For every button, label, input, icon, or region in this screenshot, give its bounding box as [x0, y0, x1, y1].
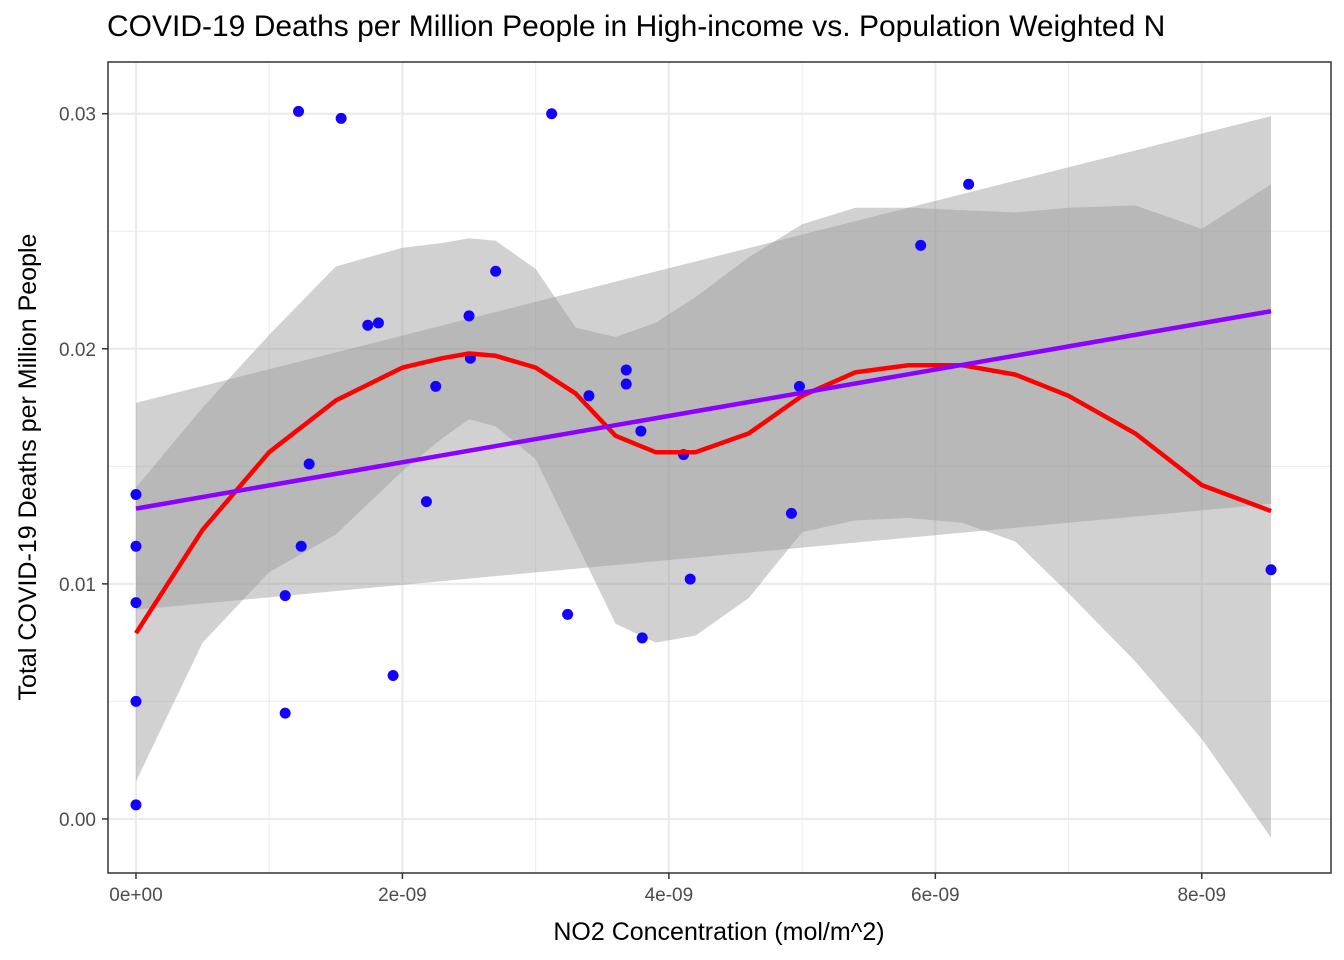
data-point: [635, 425, 647, 437]
data-point: [293, 105, 305, 117]
data-point: [130, 597, 142, 609]
linear-confidence-band: [136, 116, 1271, 610]
data-point: [130, 540, 142, 552]
data-point: [430, 380, 442, 392]
x-axis: 0e+00 2e-09 4e-09 6e-09 8e-09: [109, 873, 1226, 906]
fit-lines: [134, 308, 1272, 635]
x-tick-label: 2e-09: [378, 885, 427, 906]
loess-confidence-band: [136, 184, 1271, 838]
data-point: [420, 496, 432, 508]
x-axis-title: NO2 Concentration (mol/m^2): [553, 918, 884, 946]
data-point: [130, 799, 142, 811]
data-point: [620, 364, 632, 376]
y-tick-label: 0.01: [59, 575, 96, 596]
y-axis: 0.00 0.01 0.02 0.03: [59, 105, 108, 831]
data-point: [463, 310, 475, 322]
data-point: [372, 317, 384, 329]
data-point: [387, 670, 399, 682]
y-tick-label: 0.02: [59, 340, 96, 361]
x-tick-label: 0e+00: [109, 885, 162, 906]
x-tick-label: 8e-09: [1177, 885, 1226, 906]
y-axis-title: Total COVID-19 Deaths per Million People: [14, 234, 42, 701]
data-point: [1265, 564, 1277, 576]
x-tick-label: 4e-09: [645, 885, 694, 906]
data-point: [130, 695, 142, 707]
data-point: [335, 112, 347, 124]
data-point: [915, 239, 927, 251]
data-point: [562, 608, 574, 620]
data-point: [636, 632, 648, 644]
grid-lines: [108, 62, 1331, 873]
x-tick-label: 6e-09: [911, 885, 960, 906]
data-point: [793, 380, 805, 392]
data-point: [583, 390, 595, 402]
data-point: [130, 489, 142, 501]
y-tick-label: 0.00: [59, 810, 96, 831]
confidence-ribbons: [136, 116, 1271, 838]
loess-fit-line: [134, 351, 1272, 635]
data-point: [546, 108, 558, 120]
chart-title: COVID-19 Deaths per Million People in Hi…: [107, 10, 1166, 43]
data-point: [785, 507, 797, 519]
y-tick-label: 0.03: [59, 105, 96, 126]
data-point: [490, 265, 502, 277]
data-point: [295, 540, 307, 552]
data-point: [620, 378, 632, 390]
data-point: [279, 590, 291, 602]
data-point: [684, 573, 696, 585]
data-point: [963, 178, 975, 190]
data-point: [303, 458, 315, 470]
linear-fit-line: [135, 308, 1272, 511]
data-point: [279, 707, 291, 719]
data-point: [362, 319, 374, 331]
panel-border: [107, 61, 1332, 874]
